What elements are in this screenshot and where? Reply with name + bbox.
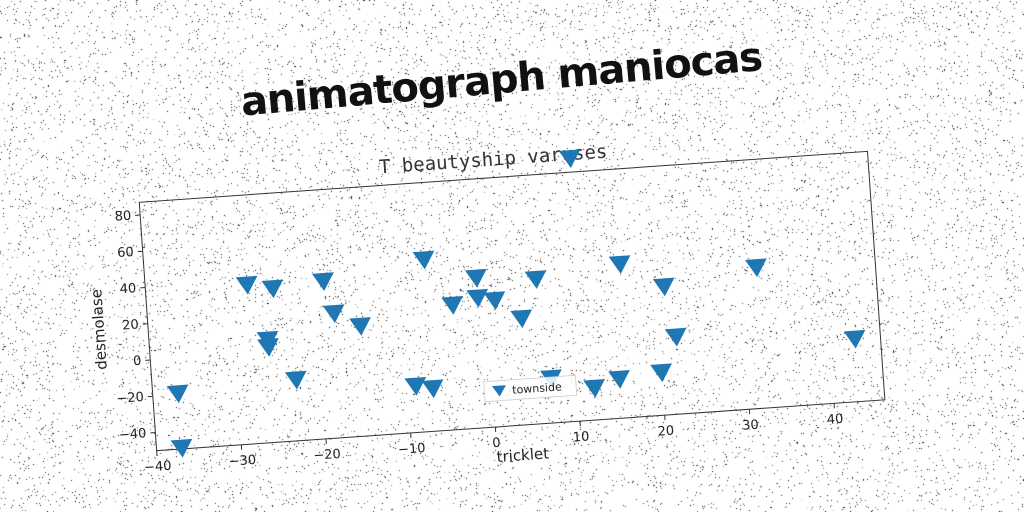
data-point bbox=[464, 268, 487, 288]
y-tick-label: 80 bbox=[114, 209, 132, 225]
data-point bbox=[284, 370, 307, 390]
data-point bbox=[583, 379, 606, 398]
data-point bbox=[322, 304, 345, 324]
data-point bbox=[441, 296, 464, 315]
data-point bbox=[412, 250, 435, 270]
y-tick-label: 40 bbox=[119, 281, 137, 297]
data-point bbox=[421, 379, 444, 399]
y-tick-label: 20 bbox=[122, 317, 140, 333]
x-tick-label: 10 bbox=[572, 430, 590, 446]
y-tick-label: −20 bbox=[116, 390, 144, 407]
x-tick-label: 0 bbox=[492, 436, 501, 452]
x-tick-label: −20 bbox=[313, 447, 341, 464]
y-tick-label: 60 bbox=[117, 245, 135, 261]
data-point bbox=[170, 438, 193, 458]
legend: townside bbox=[483, 374, 578, 403]
data-point bbox=[312, 272, 334, 291]
y-tick-label: 0 bbox=[133, 354, 142, 370]
data-point bbox=[745, 258, 767, 278]
data-point bbox=[235, 275, 258, 295]
legend-marker bbox=[491, 385, 506, 397]
data-point bbox=[261, 279, 284, 299]
data-point bbox=[466, 288, 489, 308]
legend-label: townside bbox=[512, 380, 563, 396]
legend-box bbox=[483, 374, 578, 403]
x-tick-label: −10 bbox=[398, 441, 426, 458]
x-axis-label: tricklet bbox=[496, 444, 550, 466]
plot-frame bbox=[138, 150, 886, 452]
y-tick-label: −40 bbox=[119, 426, 147, 443]
data-point bbox=[650, 363, 672, 383]
data-point bbox=[510, 309, 533, 329]
x-tick-label: 30 bbox=[742, 418, 760, 434]
data-point bbox=[608, 255, 631, 274]
data-point bbox=[483, 291, 506, 310]
x-tick-label: −30 bbox=[228, 453, 256, 470]
y-axis-label: desmolase bbox=[87, 289, 111, 371]
axis-ticks: −40 −30 −20 −10 0 10 20 30 40 −40 −20 0 20 40 60 80 bbox=[114, 209, 844, 476]
data-point bbox=[558, 149, 581, 169]
data-points bbox=[166, 149, 866, 458]
data-point bbox=[166, 384, 189, 404]
chart-group: T beautyship varuses −40 −30 −20 −10 0 10 20 30… bbox=[87, 141, 886, 476]
x-tick-label: 40 bbox=[826, 412, 844, 428]
data-point bbox=[664, 327, 687, 347]
data-point bbox=[652, 277, 675, 297]
data-point bbox=[404, 376, 427, 396]
data-point bbox=[608, 370, 630, 389]
data-point bbox=[349, 317, 371, 336]
x-tick-label: 20 bbox=[657, 424, 675, 440]
data-point bbox=[257, 338, 279, 357]
data-point bbox=[524, 270, 547, 289]
x-tick-label: −40 bbox=[144, 459, 172, 476]
data-point bbox=[843, 329, 866, 349]
